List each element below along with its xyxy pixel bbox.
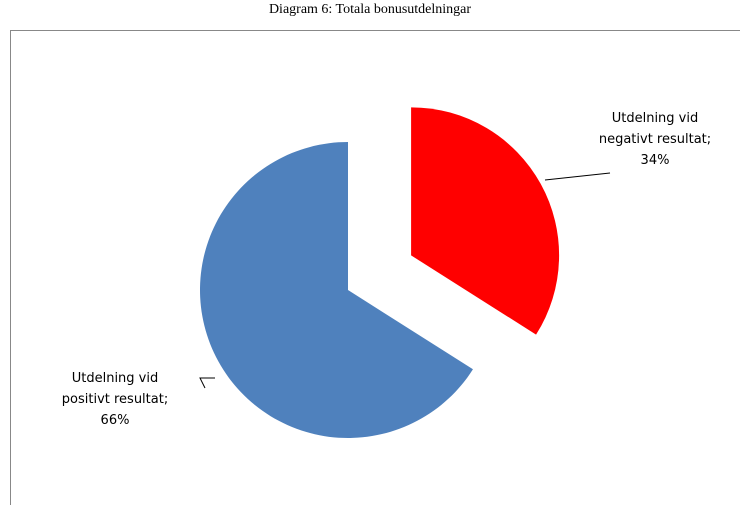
pie-slice — [200, 142, 473, 438]
chart-title: Diagram 6: Totala bonusutdelningar — [268, 2, 472, 17]
data-label: Utdelning vid negativt resultat; 34% — [598, 111, 712, 168]
leader-line — [544, 172, 611, 181]
chart-frame — [10, 30, 740, 505]
leader-line — [199, 377, 215, 389]
data-label: Utdelning vid positivt resultat; 66% — [61, 371, 169, 428]
pie-slice — [411, 107, 560, 335]
